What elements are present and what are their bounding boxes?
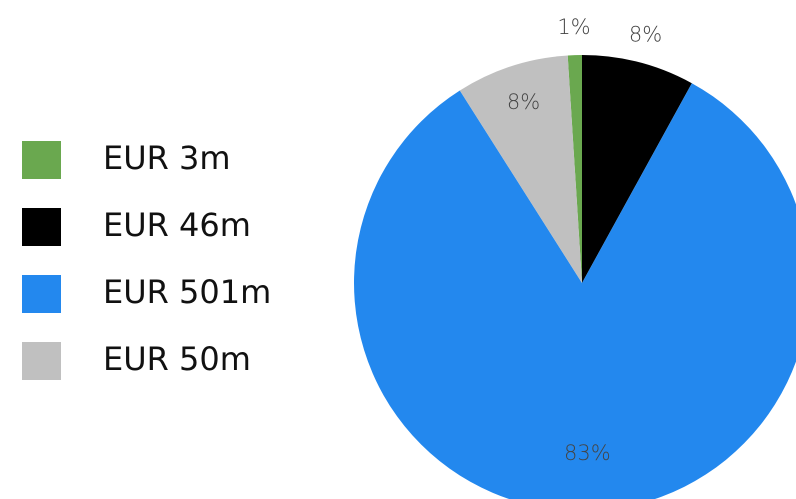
pie-slice (354, 83, 796, 499)
slice-label: 8% (507, 90, 540, 114)
pie-slice (582, 55, 692, 283)
legend-swatch (22, 141, 61, 179)
slice-label: 83% (564, 441, 611, 465)
pie-slice (459, 55, 582, 283)
legend-label: EUR 501m (103, 273, 271, 311)
pie-slice (567, 55, 582, 283)
slice-label: 8% (629, 23, 662, 47)
legend-swatch (22, 275, 61, 313)
legend-label: EUR 46m (103, 206, 251, 244)
slice-label: 1% (557, 15, 590, 39)
legend-swatch (22, 342, 61, 380)
legend-label: EUR 50m (103, 340, 251, 378)
legend-label: EUR 3m (103, 139, 231, 177)
legend-swatch (22, 208, 61, 246)
